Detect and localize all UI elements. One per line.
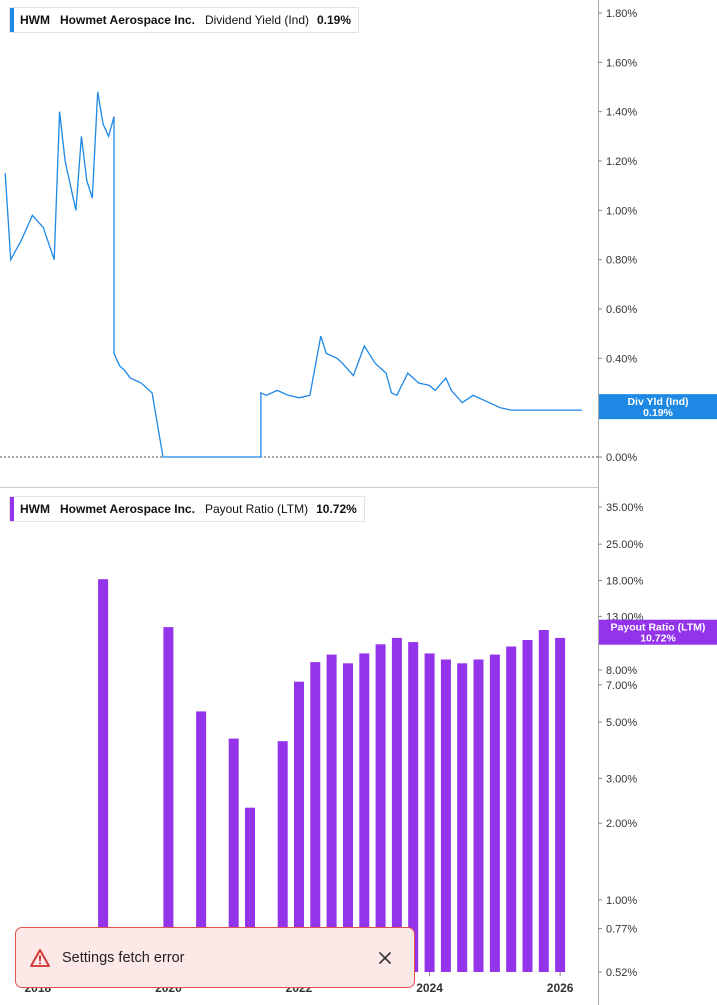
payout-ratio-current-label-value: 10.72% [640,633,676,645]
warning-triangle-icon [30,948,50,968]
legend-company: Howmet Aerospace Inc. [60,502,195,516]
y-tick-label: 7.00% [606,680,637,692]
y-tick-label: 1.40% [606,107,637,119]
payout-ratio-bars [98,579,566,972]
payout-ratio-bar [326,654,337,972]
div-yield-current-label-name: Div Yld (Ind) [627,396,688,408]
y-tick-label: 5.00% [606,717,637,729]
y-tick-label: 35.00% [606,502,644,514]
dividend-yield-line [4,91,582,458]
payout-ratio-bar [343,663,353,972]
payout-ratio-current-label-name: Payout Ratio (LTM) [611,622,706,634]
payout-ratio-bar [538,630,549,972]
legend-value: 0.19% [317,13,352,27]
dividend-yield-series [4,91,582,458]
x-tick-label: 2024 [416,981,443,995]
y-tick-label: 0.60% [606,304,637,316]
payout-ratio-bar [440,659,451,972]
payout-ratio-bar [391,637,402,972]
legend-company: Howmet Aerospace Inc. [60,13,195,27]
payout-ratio-bar [228,738,239,972]
close-icon[interactable] [374,947,396,969]
y-tick-label: 2.00% [606,818,637,830]
payout-ratio-bar [375,644,386,972]
legend-ticker: HWM [20,13,50,27]
y-tick-label: 8.00% [606,665,637,677]
payout-ratio-current-label-box [599,619,717,645]
y-tick-label: 1.00% [606,205,637,217]
y-tick-label: 18.00% [606,575,644,587]
x-tick-label: 2026 [547,981,574,995]
div-yield-current-label-box [599,394,717,420]
dividend-yield-axis: 0.00%0.20%0.40%0.60%0.80%1.00%1.20%1.40%… [598,8,637,464]
payout-ratio-bar [555,637,566,972]
payout-ratio-bar [310,662,321,972]
legend-ticker: HWM [20,502,50,516]
error-toast: Settings fetch error [15,927,415,988]
y-tick-label: 1.20% [606,156,637,168]
payout-ratio-bar [277,741,288,972]
div-yield-current-label: Div Yld (Ind)0.19% [599,394,717,420]
legend-metric: Dividend Yield (Ind) [204,13,309,27]
y-tick-label: 1.80% [606,8,637,20]
payout-ratio-bar [457,663,468,972]
legend-metric: Payout Ratio (LTM) [204,502,309,516]
toast-message: Settings fetch error [62,949,185,966]
y-tick-label: 1.60% [606,57,637,69]
y-tick-label: 0.40% [606,353,637,365]
payout-ratio-bar [522,640,533,972]
y-tick-label: 0.52% [606,967,637,979]
payout-ratio-bar [163,627,174,972]
current-value-labels: Div Yld (Ind)0.19% Payout Ratio (LTM)10.7… [599,394,717,645]
div-yield-current-label-value: 0.19% [643,407,673,419]
legend-swatch [10,8,14,32]
payout-ratio-bar [506,646,517,972]
y-tick-label: 0.77% [606,924,637,936]
payout-ratio-bar [424,653,435,972]
y-tick-label: 0.00% [606,452,637,464]
y-tick-label: 3.00% [606,773,637,785]
dividend-yield-legend: HWM Howmet Aerospace Inc. Dividend Yield… [9,7,360,33]
payout-ratio-bar [473,659,484,972]
payout-ratio-bar [245,807,255,972]
payout-ratio-bar [408,642,419,972]
y-tick-label: 0.80% [606,255,637,267]
payout-ratio-bar [98,579,109,972]
y-tick-label: 1.00% [606,895,637,907]
payout-ratio-bar [359,653,370,972]
payout-ratio-bar [489,654,500,972]
payout-ratio-current-label: Payout Ratio (LTM)10.72% [599,619,717,645]
y-tick-label: 25.00% [606,539,644,551]
payout-ratio-axis: 0.52% 0.77% 1.00% 2.00% 3.00% 5.00% 7.00% 8.00%… [598,502,644,979]
payout-ratio-legend: HWM Howmet Aerospace Inc. Payout Ratio (… [9,496,365,522]
payout-ratio-bar [294,681,304,972]
payout-ratio-bar [196,711,207,972]
legend-value: 10.72% [316,502,357,516]
legend-swatch [10,497,14,521]
